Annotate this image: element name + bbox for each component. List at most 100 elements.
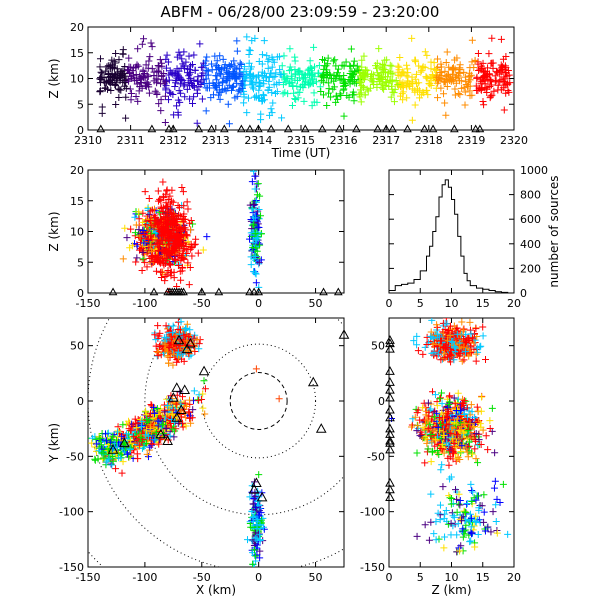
source-point (457, 447, 465, 455)
source-point (477, 423, 485, 431)
source-point (154, 75, 162, 83)
source-point (491, 477, 499, 485)
source-point (156, 56, 164, 64)
source-point (487, 92, 495, 100)
source-point (203, 233, 211, 241)
source-point (349, 78, 357, 86)
station-triangle (96, 124, 106, 133)
source-point (343, 91, 351, 99)
station-triangle (385, 444, 395, 454)
source-point (157, 274, 165, 282)
source-point (421, 48, 429, 56)
source-point (461, 347, 469, 355)
source-point (267, 105, 275, 113)
source-point (413, 449, 421, 457)
source-point (427, 74, 435, 82)
source-point (162, 220, 170, 228)
source-point (295, 74, 303, 82)
source-point (373, 59, 381, 67)
y-tick-label: -100 (59, 506, 84, 519)
source-point (492, 518, 500, 526)
station-triangle (338, 329, 350, 339)
source-point (250, 170, 258, 175)
source-point (432, 66, 440, 74)
source-point (150, 423, 158, 431)
source-point (447, 352, 455, 360)
source-point (180, 48, 188, 56)
source-point (89, 434, 97, 442)
y-tick-label: 50 (371, 340, 385, 353)
source-point (278, 62, 286, 70)
source-point (434, 94, 442, 102)
source-point (186, 326, 194, 334)
source-point (437, 389, 445, 397)
source-point (138, 73, 146, 81)
source-point (442, 507, 450, 515)
source-point (480, 508, 488, 516)
source-point (467, 537, 475, 545)
source-point (131, 213, 139, 221)
source-point (107, 438, 115, 446)
source-point (421, 420, 429, 428)
station-triangle (173, 334, 185, 345)
source-point (482, 356, 490, 364)
source-point (97, 441, 105, 449)
x-tick-label: 20 (507, 297, 521, 310)
source-point (415, 62, 423, 70)
source-point (439, 415, 447, 423)
source-point (218, 64, 226, 72)
source-point (467, 432, 475, 440)
source-point (222, 67, 230, 75)
source-point (451, 343, 459, 351)
source-point (151, 217, 159, 225)
source-point (417, 91, 425, 99)
source-point (414, 422, 422, 430)
source-point (174, 326, 182, 334)
source-point (437, 444, 445, 452)
source-point (179, 60, 187, 68)
source-point (150, 258, 158, 266)
source-point (426, 421, 434, 429)
source-point (216, 70, 224, 78)
x-tick-label: -100 (132, 571, 157, 584)
source-point (170, 244, 178, 252)
source-point (201, 410, 209, 418)
source-point (200, 377, 208, 385)
source-point (145, 57, 153, 65)
source-point (411, 101, 419, 109)
station-triangle (315, 423, 327, 433)
station-triangle (385, 412, 395, 422)
source-point (506, 79, 514, 87)
source-point (453, 415, 461, 423)
source-point (450, 449, 458, 457)
source-point (487, 528, 495, 536)
source-point (184, 259, 192, 267)
source-point (251, 93, 259, 101)
source-point (127, 444, 135, 452)
source-point (338, 61, 346, 69)
source-point (233, 37, 241, 45)
source-point (421, 521, 429, 529)
source-point (161, 92, 169, 100)
source-point (217, 70, 225, 78)
source-point (437, 394, 445, 402)
source-point (324, 89, 332, 97)
source-point (183, 347, 191, 355)
source-point (392, 77, 400, 85)
source-point (152, 267, 160, 275)
source-point (441, 325, 449, 333)
source-point (129, 433, 137, 441)
source-point (130, 74, 138, 82)
source-point (445, 461, 453, 469)
source-point (269, 99, 277, 107)
station-triangle (385, 377, 395, 386)
source-point (135, 208, 143, 216)
source-point (451, 56, 459, 64)
source-point (155, 440, 163, 448)
source-point (488, 81, 496, 89)
source-point (448, 65, 456, 73)
source-point (443, 48, 451, 56)
source-point (249, 79, 257, 87)
source-point (133, 424, 141, 432)
